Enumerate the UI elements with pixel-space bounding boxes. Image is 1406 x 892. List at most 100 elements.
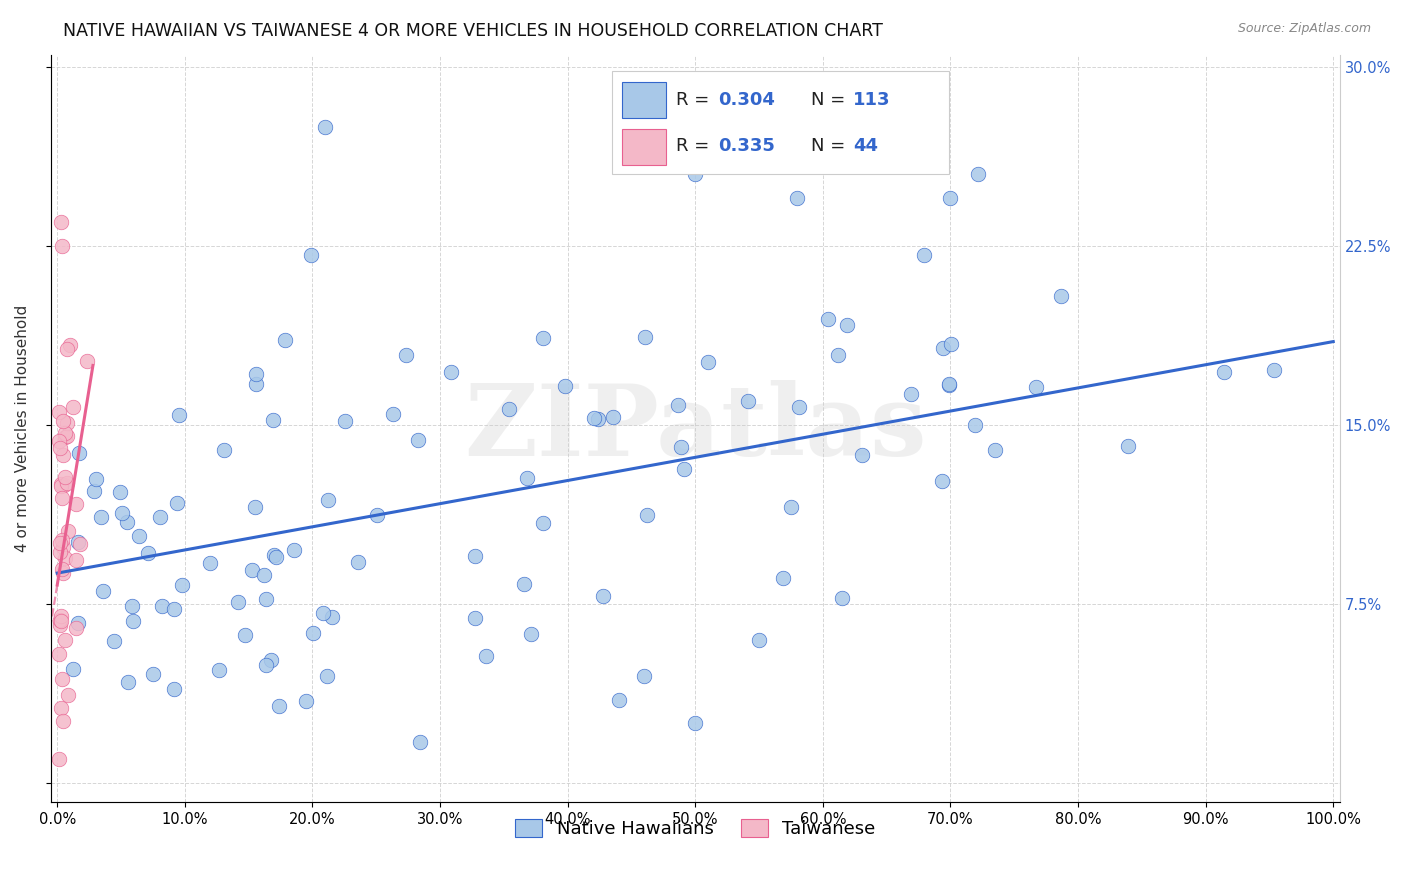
Text: NATIVE HAWAIIAN VS TAIWANESE 4 OR MORE VEHICLES IN HOUSEHOLD CORRELATION CHART: NATIVE HAWAIIAN VS TAIWANESE 4 OR MORE V… bbox=[63, 22, 883, 40]
Point bbox=[633, 669, 655, 683]
Point bbox=[520, 627, 543, 641]
Point bbox=[253, 568, 276, 582]
Point bbox=[52, 414, 75, 428]
Point bbox=[939, 336, 962, 351]
Point bbox=[66, 615, 89, 630]
Point bbox=[53, 426, 76, 441]
Point bbox=[440, 366, 463, 380]
Point bbox=[382, 407, 405, 421]
Point bbox=[464, 611, 486, 625]
Legend: Native Hawaiians, Taiwanese: Native Hawaiians, Taiwanese bbox=[508, 812, 883, 846]
Point bbox=[475, 648, 498, 663]
Point bbox=[56, 524, 79, 538]
Point bbox=[117, 675, 139, 690]
FancyBboxPatch shape bbox=[621, 128, 665, 165]
Point bbox=[49, 609, 72, 624]
Point bbox=[212, 443, 235, 458]
Point bbox=[835, 318, 858, 332]
Point bbox=[263, 548, 285, 562]
Point bbox=[121, 599, 143, 614]
Point bbox=[984, 442, 1007, 457]
Point bbox=[347, 555, 370, 569]
Point bbox=[49, 613, 72, 627]
Point bbox=[56, 342, 79, 356]
Point bbox=[65, 553, 87, 567]
Point bbox=[295, 694, 318, 708]
Point bbox=[531, 516, 554, 530]
Point bbox=[65, 497, 87, 511]
Point bbox=[52, 540, 75, 554]
Point bbox=[683, 168, 706, 182]
Point bbox=[166, 495, 188, 509]
Point bbox=[53, 470, 76, 484]
Point bbox=[65, 621, 87, 635]
Point bbox=[48, 405, 70, 419]
Point bbox=[67, 534, 90, 549]
Point bbox=[939, 191, 962, 205]
Point bbox=[669, 440, 692, 454]
Point bbox=[55, 476, 77, 491]
Point bbox=[59, 337, 82, 351]
Point bbox=[673, 461, 696, 475]
Point bbox=[366, 508, 388, 522]
Point bbox=[533, 330, 555, 344]
Point bbox=[163, 601, 186, 615]
Point bbox=[48, 647, 70, 661]
Point bbox=[52, 566, 75, 580]
Y-axis label: 4 or more Vehicles in Household: 4 or more Vehicles in Household bbox=[15, 305, 30, 552]
Point bbox=[900, 387, 922, 401]
Point bbox=[49, 215, 72, 229]
Point bbox=[607, 692, 630, 706]
Point bbox=[111, 506, 134, 520]
Point bbox=[262, 413, 284, 427]
Point bbox=[772, 570, 794, 584]
Point bbox=[110, 484, 132, 499]
Point bbox=[163, 681, 186, 696]
Point bbox=[315, 669, 337, 683]
Point bbox=[260, 653, 283, 667]
Point bbox=[498, 402, 520, 417]
Point bbox=[49, 535, 72, 549]
Point bbox=[406, 433, 429, 447]
Point bbox=[817, 312, 839, 326]
Point bbox=[51, 562, 73, 576]
Point bbox=[780, 500, 803, 514]
Point bbox=[53, 550, 76, 565]
Point bbox=[283, 543, 305, 558]
Point bbox=[51, 239, 73, 253]
Point bbox=[208, 663, 231, 677]
Point bbox=[56, 417, 79, 431]
Point bbox=[683, 716, 706, 731]
Point bbox=[318, 492, 340, 507]
Point bbox=[91, 584, 114, 599]
Point bbox=[256, 591, 278, 606]
Point bbox=[321, 610, 343, 624]
Point bbox=[51, 672, 73, 686]
Point bbox=[90, 510, 112, 524]
Point bbox=[602, 409, 624, 424]
Point bbox=[150, 599, 173, 613]
Point bbox=[148, 509, 170, 524]
Point bbox=[62, 662, 84, 676]
Point bbox=[787, 401, 810, 415]
Text: ZIPatlas: ZIPatlas bbox=[464, 380, 927, 477]
Point bbox=[737, 394, 759, 409]
Point bbox=[49, 479, 72, 493]
Point bbox=[851, 448, 873, 462]
Point bbox=[831, 591, 853, 605]
Point bbox=[1025, 380, 1047, 394]
Point bbox=[786, 191, 808, 205]
Point bbox=[311, 606, 333, 620]
Point bbox=[1116, 439, 1139, 453]
Point bbox=[69, 536, 91, 550]
Point bbox=[245, 376, 267, 391]
Point bbox=[48, 434, 70, 449]
Point bbox=[748, 632, 770, 647]
Point bbox=[167, 408, 190, 422]
Point bbox=[592, 589, 614, 603]
Point bbox=[645, 95, 668, 110]
Point bbox=[849, 131, 872, 145]
Point bbox=[52, 477, 75, 491]
Point bbox=[53, 430, 76, 444]
Point bbox=[48, 752, 70, 766]
